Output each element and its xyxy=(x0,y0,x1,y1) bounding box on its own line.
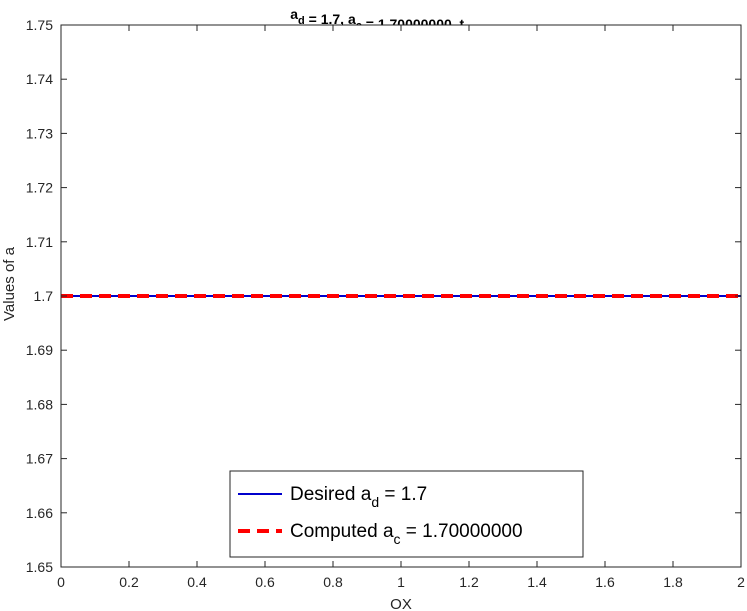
legend-entry-0: Desired ad = 1.7 xyxy=(290,484,427,510)
y-tick-label: 1.67 xyxy=(26,451,53,467)
x-tick-label: 0.2 xyxy=(119,574,139,590)
y-ticks: 1.65 1.66 1.67 1.68 1.69 1.7 1.71 1.72 1.73 1.74 1… xyxy=(26,17,741,575)
legend: Desired ad = 1.7 Computed ac = 1.70000000 xyxy=(229,470,584,558)
x-tick-label: 1.2 xyxy=(459,574,479,590)
x-tick-label: 0.8 xyxy=(323,574,343,590)
y-tick-label: 1.69 xyxy=(26,342,53,358)
x-tick-label: 0.4 xyxy=(187,574,207,590)
x-tick-label: 1.6 xyxy=(595,574,615,590)
y-tick-label: 1.71 xyxy=(26,234,53,250)
legend-entry-1: Computed ac = 1.70000000 xyxy=(290,521,523,547)
y-tick-label: 1.74 xyxy=(26,71,53,87)
legend-box xyxy=(229,470,584,558)
x-tick-label: 0 xyxy=(57,574,65,590)
x-tick-label: 1.4 xyxy=(527,574,547,590)
y-tick-label: 1.65 xyxy=(26,559,53,575)
y-tick-label: 1.72 xyxy=(26,180,53,196)
x-axis-label: OX xyxy=(390,596,412,611)
y-tick-label: 1.7 xyxy=(34,288,54,304)
y-tick-label: 1.73 xyxy=(26,125,53,141)
y-axis-label: Values of a xyxy=(1,246,18,321)
y-tick-label: 1.66 xyxy=(26,505,53,521)
y-tick-label: 1.68 xyxy=(26,396,53,412)
x-tick-label: 1 xyxy=(397,574,405,590)
x-tick-label: 0.6 xyxy=(255,574,275,590)
y-tick-label: 1.75 xyxy=(26,17,53,33)
x-tick-label: 2 xyxy=(737,574,745,590)
x-tick-label: 1.8 xyxy=(663,574,683,590)
x-ticks: 0 0.2 0.4 0.6 0.8 1 1.2 1.4 1.6 1.8 2 xyxy=(57,25,745,590)
